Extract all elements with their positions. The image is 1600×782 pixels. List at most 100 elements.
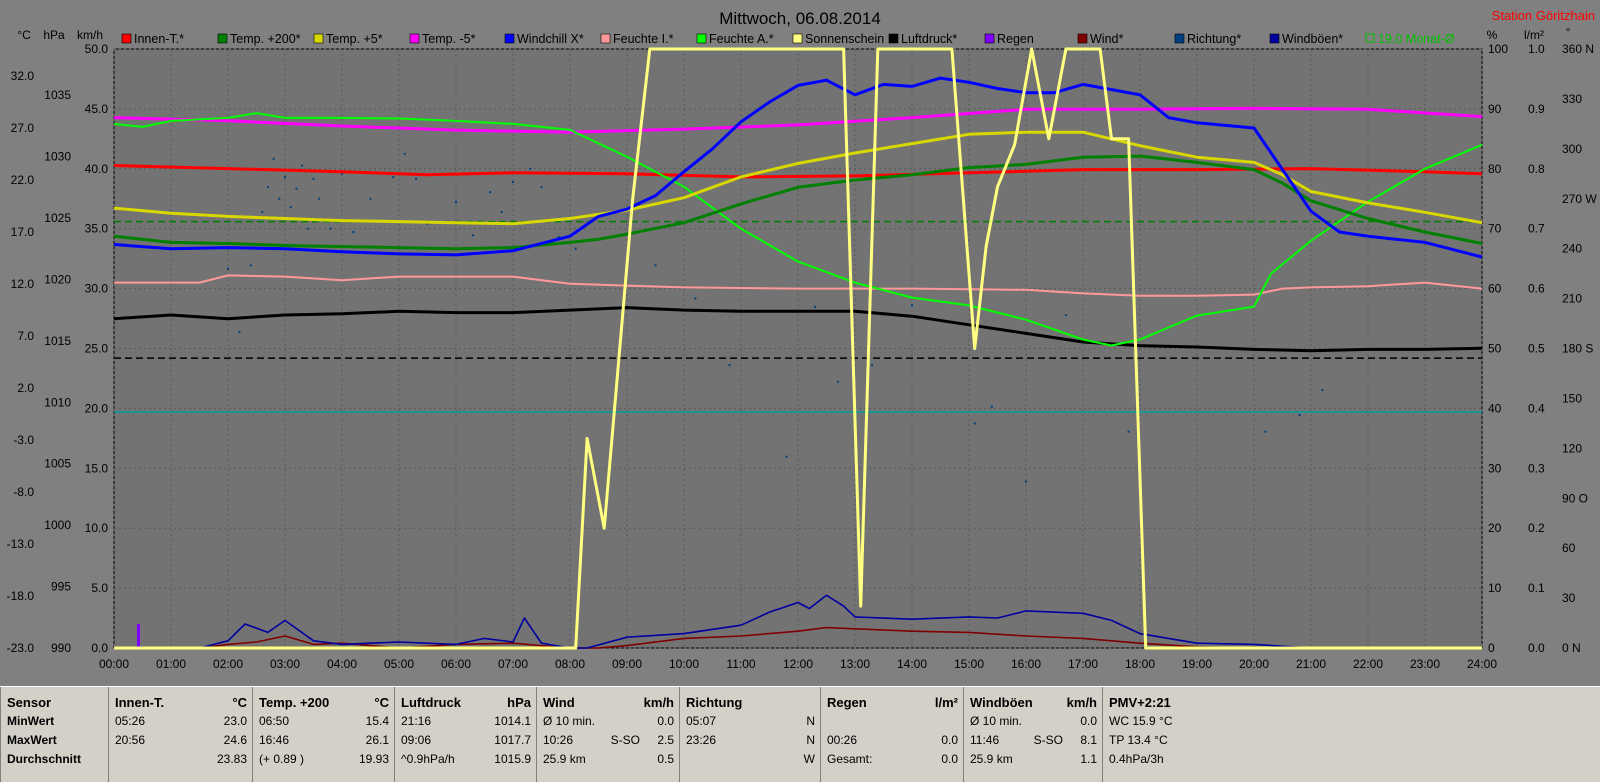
direction-point: [871, 364, 874, 367]
stats-cell-label: 11:46: [970, 733, 1000, 747]
station-name: Station Göritzhain: [1492, 8, 1595, 23]
direction-point: [512, 181, 514, 184]
direction-tick-label: 210: [1562, 292, 1582, 306]
stats-cell-value: 19.93: [358, 752, 389, 766]
legend-swatch: [121, 33, 132, 44]
stats-header-row: Sensor: [1, 693, 109, 712]
legend-swatch: [1269, 33, 1280, 44]
stats-header: Regen: [827, 695, 867, 710]
x-tick-label: 12:00: [783, 657, 813, 671]
direction-point: [990, 405, 993, 408]
stats-cell-value: 1017.7: [494, 733, 531, 747]
kmh-tick-label: 25.0: [85, 342, 109, 356]
hpa-tick-label: 1030: [44, 150, 71, 164]
x-tick-label: 08:00: [555, 657, 585, 671]
axis-unit-celsius: °C: [17, 28, 31, 42]
x-tick-label: 05:00: [384, 657, 414, 671]
hpa-tick-label: 995: [51, 580, 71, 594]
direction-tick-label: 90 O: [1562, 491, 1588, 505]
celsius-tick-label: 7.0: [17, 329, 34, 343]
series-line-windb-en: [114, 594, 1482, 649]
celsius-tick-label: -3.0: [13, 433, 34, 447]
x-tick-label: 00:00: [99, 657, 129, 671]
direction-point: [329, 227, 332, 230]
legend-item: Sonnenschein: [792, 32, 884, 46]
rain-tick-label: 0.3: [1528, 461, 1545, 475]
stats-cell-label: Gesamt:: [827, 752, 873, 766]
series-line-feuchte-a: [113, 112, 1483, 347]
direction-point: [295, 187, 298, 190]
legend-swatch: [409, 33, 420, 44]
stats-cell-label: 21:16: [401, 714, 432, 728]
legend-item: 19.0 Monat-Ø: [1365, 32, 1455, 46]
legend-item: Luftdruck*: [888, 32, 957, 46]
stats-header-row: PMV+2:21: [1103, 693, 1600, 712]
legend-swatch: [984, 33, 995, 44]
legend-swatch: [504, 33, 515, 44]
direction-tick-label: 120: [1562, 441, 1582, 455]
legend-swatch: [696, 33, 707, 44]
percent-tick-label: 70: [1488, 222, 1502, 236]
stats-row: WC 15.9 °C: [1103, 712, 1600, 731]
direction-point: [973, 422, 976, 425]
legend-label: Luftdruck*: [901, 32, 957, 46]
legend-swatch: [217, 33, 228, 44]
stats-row: 11:46 S-SO 8.1: [964, 731, 1103, 750]
stats-cell-label: Ø 10 min.: [970, 714, 1023, 728]
celsius-tick-label: -18.0: [7, 589, 35, 603]
series-line-feuchte-i: [114, 274, 1483, 297]
stats-header-row: Innen-T. °C: [109, 693, 253, 712]
percent-tick-label: 60: [1488, 282, 1502, 296]
legend-item: Feuchte A.*: [696, 32, 774, 46]
stats-row: MinWert: [1, 712, 109, 731]
legend-label: 19.0 Monat-Ø: [1378, 32, 1455, 46]
kmh-tick-label: 45.0: [85, 102, 109, 116]
stats-row: TP 13.4 °C: [1103, 731, 1600, 750]
stats-column: Temp. +200 °C 06:50 15.4 16:46 26.1 (+ 0.89 ) 1…: [252, 687, 395, 782]
direction-point: [272, 157, 275, 160]
hpa-tick-label: 1025: [44, 211, 71, 225]
legend-label: Temp. +5*: [326, 32, 383, 46]
stats-cell-value: 26.1: [365, 733, 389, 747]
direction-tick-label: 240: [1562, 242, 1582, 256]
stats-row: 10:26 S-SO 2.5: [537, 731, 680, 750]
stats-cell-label: 05:07: [686, 714, 717, 728]
stats-header: Innen-T.: [115, 695, 165, 710]
stats-cell-label: WC 15.9 °C: [1109, 714, 1173, 728]
chart-title: Mittwoch, 06.08.2014: [719, 9, 881, 28]
legend-item: Temp. +5*: [313, 32, 383, 46]
stats-header-row: Windböen km/h: [964, 693, 1103, 712]
stats-column: Richtung 05:07 N 23:26 N W: [679, 687, 821, 782]
direction-point: [369, 197, 372, 200]
direction-point: [341, 172, 343, 175]
stats-unit: hPa: [507, 695, 531, 710]
weather-chart: Mittwoch, 06.08.2014 Station Göritzhain In…: [7, 8, 1598, 671]
stats-table: Sensor MinWert MaxWert Durchschnitt Innen-T.…: [0, 686, 1600, 782]
direction-point: [392, 176, 395, 179]
direction-point: [352, 231, 355, 234]
rain-bar: [137, 624, 141, 648]
celsius-tick-label: 12.0: [11, 277, 35, 291]
kmh-tick-label: 40.0: [85, 162, 109, 176]
stats-cell-value: 0.0: [1080, 714, 1097, 728]
kmh-tick-label: 0.0: [91, 641, 108, 655]
direction-point: [1298, 414, 1301, 417]
stats-column: Windböen km/h Ø 10 min. 0.0 11:46 S-SO 8.1 25.9…: [963, 687, 1103, 782]
stats-header-row: Regen l/m²: [821, 693, 964, 712]
stats-unit: km/h: [1066, 695, 1097, 710]
direction-point: [785, 455, 788, 458]
stats-row: 23:26 N: [680, 731, 821, 750]
stats-cell-label: 20:56: [115, 733, 146, 747]
stats-cell-label: MaxWert: [7, 733, 57, 747]
stats-row: MaxWert: [1, 731, 109, 750]
kmh-tick-label: 30.0: [85, 282, 109, 296]
stats-unit: °C: [232, 695, 247, 710]
stats-header: Richtung: [686, 695, 743, 710]
direction-point: [284, 176, 286, 179]
legend-label: Innen-T.*: [134, 32, 184, 46]
x-tick-label: 09:00: [612, 657, 642, 671]
celsius-tick-label: 32.0: [11, 69, 35, 83]
percent-tick-label: 40: [1488, 401, 1502, 415]
hpa-tick-label: 990: [51, 641, 71, 655]
direction-point: [403, 152, 406, 155]
